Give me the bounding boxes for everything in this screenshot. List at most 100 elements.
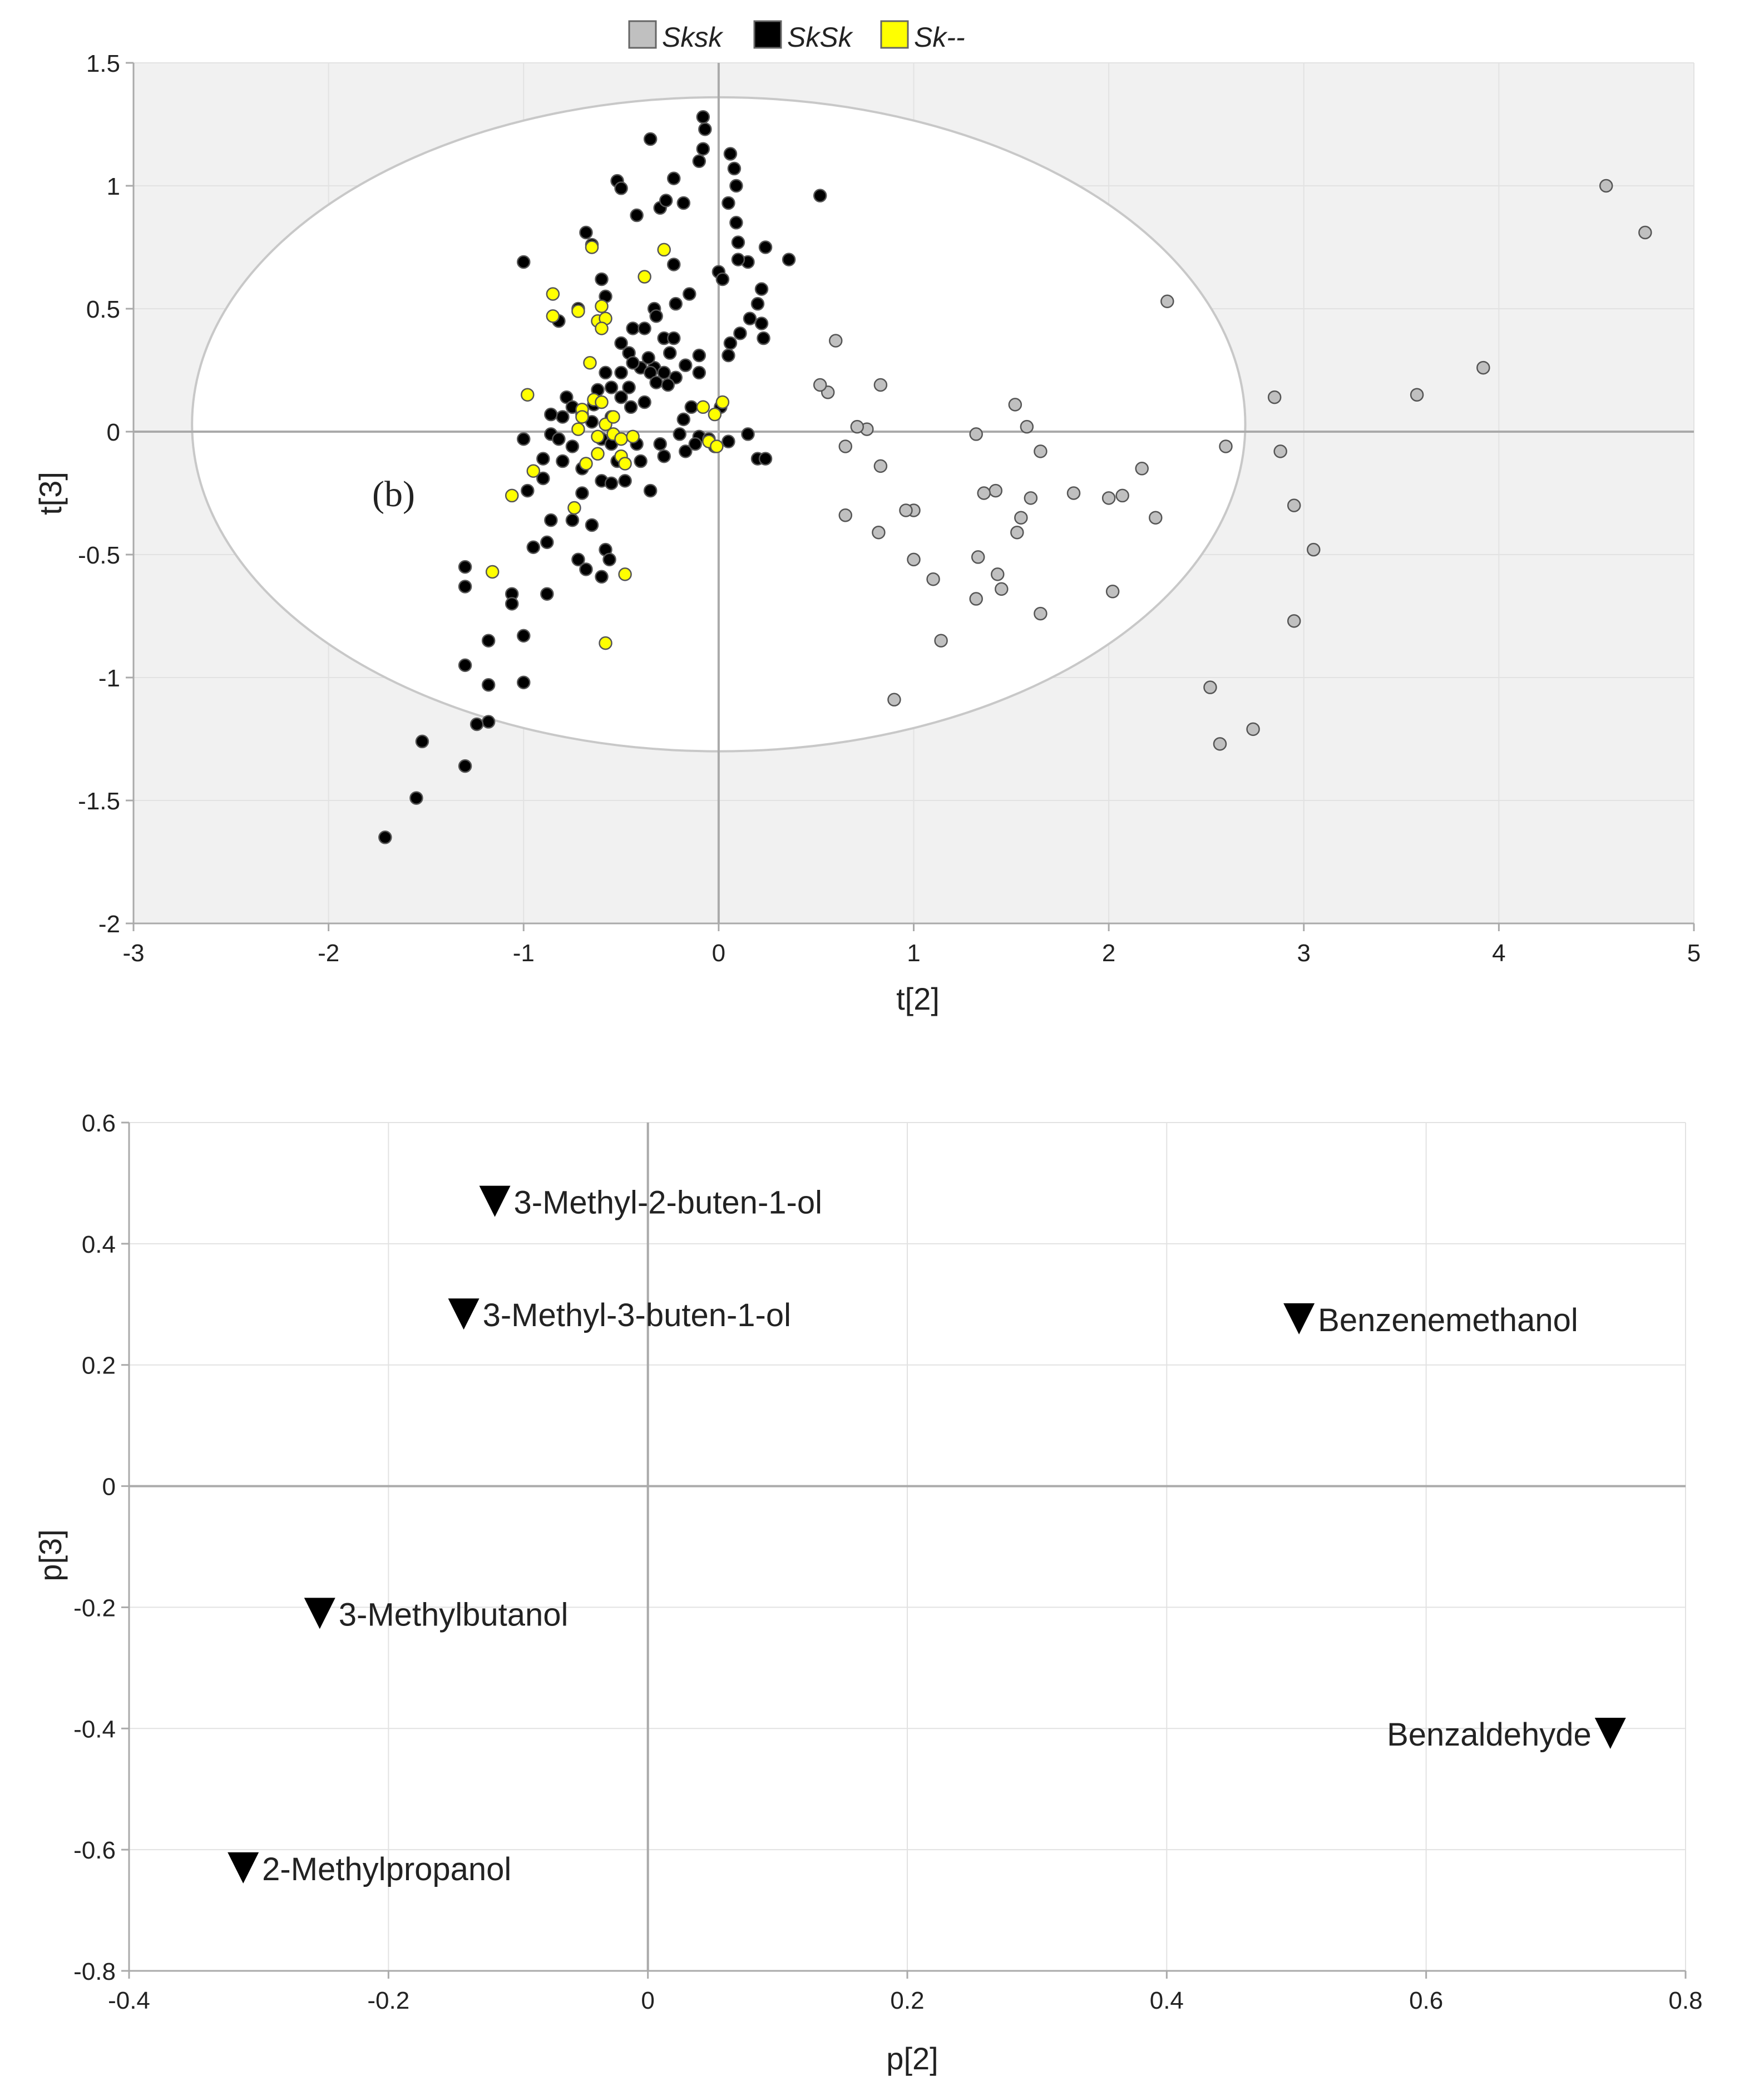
point-sksk-95	[657, 449, 671, 463]
loading-plot-gridlines	[129, 1122, 1686, 1971]
point-sksk-33	[1034, 606, 1047, 621]
point-sksk-37	[723, 336, 738, 350]
point-sksk-29	[683, 287, 696, 301]
point-sksk-79	[552, 432, 566, 446]
point-sksk-25	[1010, 525, 1024, 540]
point-sksk-23	[1008, 398, 1022, 412]
point-sksk-52	[641, 351, 655, 365]
point-sk-1	[657, 243, 671, 257]
point-sksk-38	[722, 348, 735, 363]
point-sksk-1	[698, 122, 712, 136]
y-tick-label: 0.5	[86, 296, 120, 323]
score-plot-points	[378, 110, 1652, 844]
point-sksk-106	[618, 474, 632, 488]
point-sksk-84	[653, 437, 667, 451]
point-sksk-88	[722, 434, 735, 448]
point-sksk-99	[556, 454, 570, 468]
point-sksk-17	[1101, 491, 1116, 505]
loading-label-3-methyl-2-buten-1-ol: 3-Methyl-2-buten-1-ol	[514, 1185, 822, 1221]
point-sksk-40	[873, 459, 888, 473]
point-sk-26	[505, 488, 519, 503]
point-sksk-89	[741, 427, 755, 441]
point-sksk-69	[560, 390, 574, 404]
point-sksk-14	[659, 194, 673, 207]
loading-marker-3-methyl-2-buten-1-ol	[479, 1185, 511, 1217]
loading-marker-3-methyl-3-buten-1-ol	[448, 1298, 480, 1330]
point-sksk-124	[517, 675, 531, 690]
point-sksk-44	[669, 296, 683, 311]
point-sksk-13	[1246, 722, 1260, 737]
point-sksk-44	[838, 439, 853, 453]
point-sksk-15	[630, 208, 644, 223]
x-tick-label: 5	[1687, 940, 1701, 967]
point-sk-8	[595, 322, 609, 335]
point-sksk-116	[595, 570, 609, 584]
point-sksk-102	[521, 483, 535, 498]
point-sksk-117	[579, 562, 593, 576]
score-plot-y-ticks: 1.5 1 0.5 0 -0.5 -1 -1.5 -2	[78, 50, 134, 938]
point-sksk-26	[995, 582, 1009, 596]
point-sksk-57	[657, 365, 671, 380]
point-sk-19	[614, 432, 628, 446]
loading-label-benzaldehyde: Benzaldehyde	[1387, 1717, 1592, 1753]
point-sksk-111	[565, 513, 580, 527]
point-sksk-120	[458, 580, 472, 594]
point-sksk-59	[679, 358, 693, 372]
point-sksk-45	[626, 322, 640, 335]
point-sksk-30	[595, 272, 609, 286]
point-sk-28	[485, 565, 500, 579]
point-sksk-133	[378, 831, 392, 844]
point-sk-0	[585, 240, 599, 254]
x-axis-label-p2: p[2]	[886, 2041, 938, 2076]
point-sk-13	[595, 395, 609, 409]
point-sksk-38	[907, 552, 921, 567]
point-sk-2	[638, 270, 651, 284]
point-sk-4	[595, 299, 609, 313]
point-sksk-137	[757, 331, 770, 345]
point-sksk-17	[813, 189, 827, 202]
point-sksk-46	[638, 322, 651, 335]
point-sksk-43	[649, 309, 663, 323]
point-sksk-93	[758, 452, 773, 466]
x-tick-label: -0.2	[367, 1987, 409, 2014]
loading-label-benzenemethanol: Benzenemethanol	[1318, 1302, 1578, 1338]
loading-marker-benzenemethanol	[1283, 1303, 1315, 1334]
point-sksk-107	[643, 483, 658, 498]
point-sksk-32	[754, 282, 769, 296]
loading-marker-benzaldehyde	[1594, 1718, 1626, 1749]
point-sksk-23	[782, 253, 796, 266]
point-sksk-3	[1410, 388, 1424, 402]
point-sksk-54	[626, 355, 640, 370]
point-sksk-0	[1599, 179, 1613, 193]
point-sksk-75	[556, 410, 570, 424]
point-sksk-67	[649, 375, 663, 389]
point-sksk-37	[899, 503, 913, 517]
point-sk-37	[606, 410, 620, 424]
x-tick-label: 0	[712, 940, 725, 967]
point-sksk-30	[971, 550, 985, 564]
point-sksk-56	[643, 365, 658, 380]
loading-label-3-methylbutanol: 3-Methylbutanol	[339, 1596, 569, 1633]
point-sksk-6	[692, 154, 706, 169]
point-sksk-4	[614, 181, 628, 195]
loading-plot-zero-axes	[129, 1123, 1686, 1971]
point-sksk-126	[458, 658, 472, 673]
x-tick-label: 0.6	[1409, 1987, 1443, 2014]
point-sksk-16	[1115, 488, 1129, 503]
loading-marker-3-methylbutanol	[304, 1598, 335, 1629]
point-sksk-1	[1638, 225, 1652, 240]
y-tick-label: -0.8	[73, 1958, 116, 1985]
point-sk-31	[696, 400, 710, 414]
point-sksk-6	[1273, 444, 1287, 458]
point-sksk-139	[676, 412, 691, 427]
point-sksk-9	[729, 179, 743, 193]
point-sksk-8	[1307, 542, 1321, 557]
point-sksk-5	[1267, 390, 1282, 404]
score-plot: -3 -2 -1 0 1 2 3 4 5 1.510.50-0.5-1-1.5-2 t[2] t…	[33, 50, 1701, 1016]
point-sksk-7	[723, 147, 738, 161]
point-sk-27	[567, 501, 581, 515]
point-sksk-15	[1135, 462, 1149, 476]
x-tick-label: 0.2	[890, 1987, 924, 2014]
point-sk-30	[599, 636, 612, 650]
